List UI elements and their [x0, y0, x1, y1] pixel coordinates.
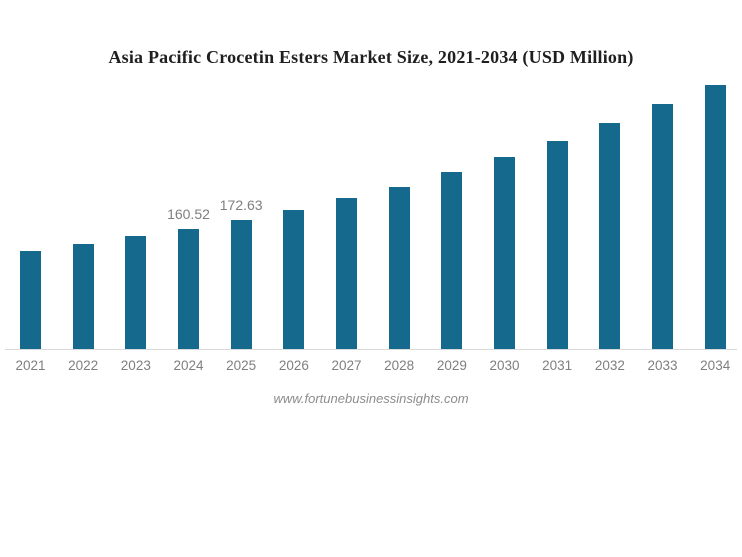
x-tick-label-2024: 2024 — [173, 358, 204, 373]
x-tick-label-2023: 2023 — [120, 358, 151, 373]
x-tick-label-2027: 2027 — [331, 358, 362, 373]
data-label-2024: 160.52 — [167, 205, 210, 222]
x-tick-label-2026: 2026 — [278, 358, 309, 373]
bar-2030 — [494, 156, 516, 349]
bar-2022 — [72, 243, 94, 349]
x-tick-label-2034: 2034 — [700, 358, 731, 373]
bar-2033 — [652, 103, 674, 349]
x-tick-label-2032: 2032 — [594, 358, 625, 373]
bar-2034 — [704, 84, 726, 349]
x-tick-label-2022: 2022 — [68, 358, 99, 373]
x-tick-label-2029: 2029 — [436, 358, 467, 373]
x-tick-label-2025: 2025 — [226, 358, 257, 373]
data-label-2025: 172.63 — [219, 196, 263, 213]
x-axis-line — [5, 349, 737, 350]
x-tick-label-2030: 2030 — [489, 358, 520, 373]
bar-2029 — [441, 171, 463, 349]
bar-2021 — [20, 251, 41, 349]
bar-2024 — [178, 228, 199, 349]
x-tick-label-2031: 2031 — [542, 358, 573, 373]
bar-2023 — [125, 235, 147, 349]
x-tick-label-2021: 2021 — [15, 358, 46, 373]
watermark-text: www.fortunebusinessinsights.com — [273, 391, 469, 406]
chart-title: Asia Pacific Crocetin Esters Market Size… — [108, 47, 634, 67]
bar-2025 — [230, 219, 252, 349]
bar-2028 — [388, 187, 410, 349]
x-tick-label-2028: 2028 — [384, 358, 415, 373]
bar-2027 — [336, 198, 358, 349]
bar-2026 — [283, 209, 305, 349]
bar-2031 — [546, 141, 568, 349]
x-tick-label-2033: 2033 — [647, 358, 678, 373]
bar-2032 — [599, 123, 621, 349]
